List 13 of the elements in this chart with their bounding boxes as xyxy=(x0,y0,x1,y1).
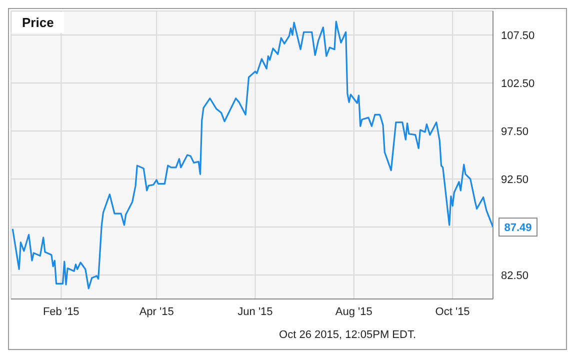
x-tick-label: Jun '15 xyxy=(238,306,273,318)
x-tick-label: Feb '15 xyxy=(42,306,80,318)
text: Oct 26 2015, 12:05PM EDT. xyxy=(279,329,416,341)
y-tick-label: 92.50 xyxy=(501,174,529,186)
x-tick-label: Oct '15 xyxy=(435,306,470,318)
y-tick-label: 107.50 xyxy=(501,30,535,42)
y-tick-label: 97.50 xyxy=(501,126,529,138)
x-tick-label: Apr '15 xyxy=(139,306,174,318)
y-tick-label: 102.50 xyxy=(501,78,535,90)
x-tick-label: Aug '15 xyxy=(335,306,372,318)
chart-title: Price xyxy=(12,12,64,33)
y-tick-label: 82.50 xyxy=(501,270,529,282)
annotation: 87.49 xyxy=(504,222,532,234)
